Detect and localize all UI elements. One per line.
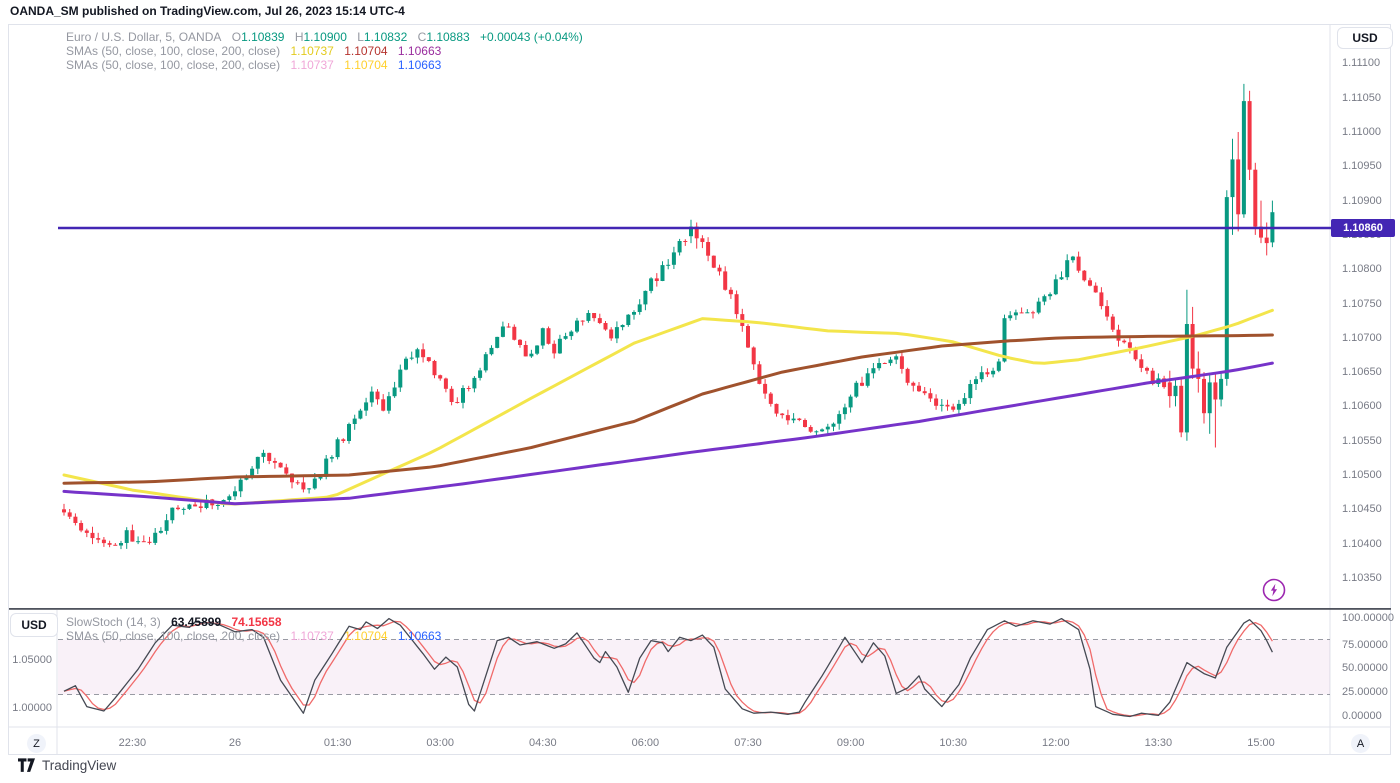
low-label: L xyxy=(357,30,364,44)
smas1-value-100: 1.10704 xyxy=(344,44,388,58)
stoch-tick-label: 100.00000 xyxy=(1342,612,1394,624)
main-legend-row-symbol[interactable]: Euro / U.S. Dollar, 5, OANDA O1.10839 H1… xyxy=(66,30,590,44)
time-tick-label: 06:00 xyxy=(631,737,660,749)
time-tick-label: 10:30 xyxy=(939,737,967,749)
stoch-smas-label[interactable]: SMAs (50, close, 100, close, 200, close) xyxy=(66,629,281,643)
tradingview-footer[interactable]: TradingView xyxy=(18,758,116,773)
smas1-label[interactable]: SMAs (50, close, 100, close, 200, close) xyxy=(66,44,281,58)
stoch-tick-label: 0.00000 xyxy=(1342,710,1382,722)
smas2-value-50: 1.10737 xyxy=(290,58,334,72)
high-value: 1.10900 xyxy=(303,30,347,44)
timezone-badge[interactable]: Z xyxy=(27,734,46,753)
time-tick-label: 26 xyxy=(228,737,242,749)
open-label: O xyxy=(231,30,242,44)
stoch-d-value: 74.15658 xyxy=(231,615,282,629)
stoch-tick-label: 25.00000 xyxy=(1342,686,1388,698)
currency-button-right[interactable]: USD xyxy=(1337,27,1393,49)
main-legend-row-smas-1[interactable]: SMAs (50, close, 100, close, 200, close)… xyxy=(66,44,448,58)
open-value: 1.10839 xyxy=(241,30,285,44)
price-tick-label: 1.11100 xyxy=(1342,57,1381,70)
currency-button-left[interactable]: USD xyxy=(10,613,58,637)
price-line-label: 1.10860 xyxy=(1331,219,1395,237)
change-value: +0.00043 (+0.04%) xyxy=(480,30,583,44)
quick-trade-lightning-icon[interactable] xyxy=(1262,578,1286,602)
price-tick-label: 1.11050 xyxy=(1342,91,1381,104)
price-tick-label: 1.10600 xyxy=(1342,400,1382,413)
close-value: 1.10883 xyxy=(426,30,470,44)
stoch-tick-label: 75.00000 xyxy=(1342,639,1388,651)
price-tick-label: 1.10550 xyxy=(1342,434,1382,447)
time-tick-label: 04:30 xyxy=(529,737,557,749)
time-tick-label: 22:30 xyxy=(118,737,147,749)
auto-scale-badge[interactable]: A xyxy=(1351,734,1370,753)
tradingview-logo-icon xyxy=(18,758,35,772)
smas2-label[interactable]: SMAs (50, close, 100, close, 200, close) xyxy=(66,58,281,72)
time-tick-label: 09:00 xyxy=(836,737,865,749)
left-scale-label: 1.05000 xyxy=(12,654,52,666)
price-tick-label: 1.10900 xyxy=(1342,194,1382,207)
stoch-smas-value-200: 1.10663 xyxy=(397,629,442,643)
time-tick-label: 15:00 xyxy=(1247,737,1275,749)
symbol-title[interactable]: Euro / U.S. Dollar, 5, OANDA xyxy=(66,30,222,44)
stoch-smas-value-100: 1.10704 xyxy=(344,629,388,643)
price-tick-label: 1.10500 xyxy=(1342,469,1382,481)
stoch-smas-value-50: 1.10737 xyxy=(290,629,334,643)
time-tick-label: 12:00 xyxy=(1042,737,1070,749)
price-tick-label: 1.10950 xyxy=(1342,160,1382,173)
smas1-value-50: 1.10737 xyxy=(290,44,334,58)
left-scale-label: 1.00000 xyxy=(12,702,52,714)
time-tick-label: 13:30 xyxy=(1144,737,1173,749)
main-legend-row-smas-2[interactable]: SMAs (50, close, 100, close, 200, close)… xyxy=(66,58,448,72)
low-value: 1.10832 xyxy=(363,30,408,44)
smas2-value-100: 1.10704 xyxy=(344,58,388,72)
price-tick-label: 1.10450 xyxy=(1342,503,1382,516)
tradingview-brand-text: TradingView xyxy=(42,758,117,773)
stoch-legend-smas-row[interactable]: SMAs (50, close, 100, close, 200, close)… xyxy=(66,629,448,643)
smas2-value-200: 1.10663 xyxy=(397,58,442,72)
price-tick-label: 1.11000 xyxy=(1342,126,1381,138)
publish-header: OANDA_SM published on TradingView.com, J… xyxy=(10,4,405,18)
price-tick-label: 1.10650 xyxy=(1342,366,1382,379)
price-tick-label: 1.10400 xyxy=(1342,537,1382,550)
price-tick-label: 1.10800 xyxy=(1342,263,1382,276)
smas1-value-200: 1.10663 xyxy=(397,44,442,58)
close-label: C xyxy=(417,30,427,44)
chart-frame xyxy=(8,24,1391,755)
time-tick-label: 01:30 xyxy=(323,737,352,749)
stoch-tick-label: 50.00000 xyxy=(1342,662,1388,674)
price-tick-label: 1.10350 xyxy=(1342,571,1382,584)
stoch-k-value: 63.45899 xyxy=(171,615,222,629)
stoch-legend-row[interactable]: SlowStoch (14, 3) 63.45899 74.15658 xyxy=(66,615,289,629)
price-tick-label: 1.10750 xyxy=(1342,297,1382,310)
price-tick-label: 1.10700 xyxy=(1342,331,1382,344)
time-tick-label: 07:30 xyxy=(734,737,762,749)
high-label: H xyxy=(294,30,304,44)
time-tick-label: 03:00 xyxy=(426,737,454,749)
stoch-title[interactable]: SlowStoch (14, 3) xyxy=(66,615,161,629)
